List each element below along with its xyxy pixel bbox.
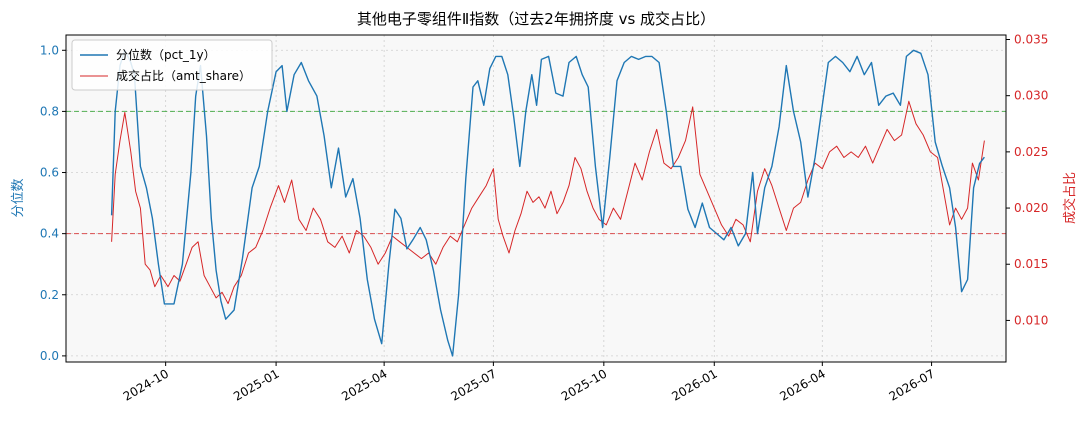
series-layer	[110, 49, 985, 357]
y-right-tick-label: 0.035	[1014, 32, 1048, 46]
legend-box	[71, 39, 273, 91]
y-left-tick-label: 0.8	[40, 104, 59, 118]
legend-label-amt: 成交占比（amt_share）	[116, 68, 251, 83]
legend: 分位数（pct_1y） 成交占比（amt_share）	[71, 39, 273, 91]
y-left-tick-label: 1.0	[40, 43, 59, 57]
y-right-tick-label: 0.015	[1014, 257, 1048, 271]
y-right-tick-label: 0.025	[1014, 145, 1048, 159]
y-right-tick-label: 0.010	[1014, 313, 1048, 327]
y-left-tick-label: 0.0	[40, 349, 59, 363]
y-left-tick-label: 0.6	[40, 166, 59, 180]
plot-frame	[65, 34, 1007, 363]
reference-lines	[66, 110, 1006, 235]
y-left-axis-label: 分位数	[11, 178, 26, 217]
chart-title: 其他电子零组件Ⅱ指数（过去2年拥挤度 vs 成交占比）	[357, 10, 715, 28]
legend-label-pct: 分位数（pct_1y）	[116, 47, 216, 62]
y-left-tick-label: 0.2	[40, 288, 59, 302]
y-right-tick-label: 0.020	[1014, 201, 1048, 215]
series-line-amt-share	[111, 100, 985, 305]
y-right-tick-label: 0.030	[1014, 89, 1048, 103]
y-left-tick-label: 0.4	[40, 227, 59, 241]
series-line-pct	[110, 49, 985, 357]
y-right-axis-label: 成交占比	[1062, 172, 1078, 224]
